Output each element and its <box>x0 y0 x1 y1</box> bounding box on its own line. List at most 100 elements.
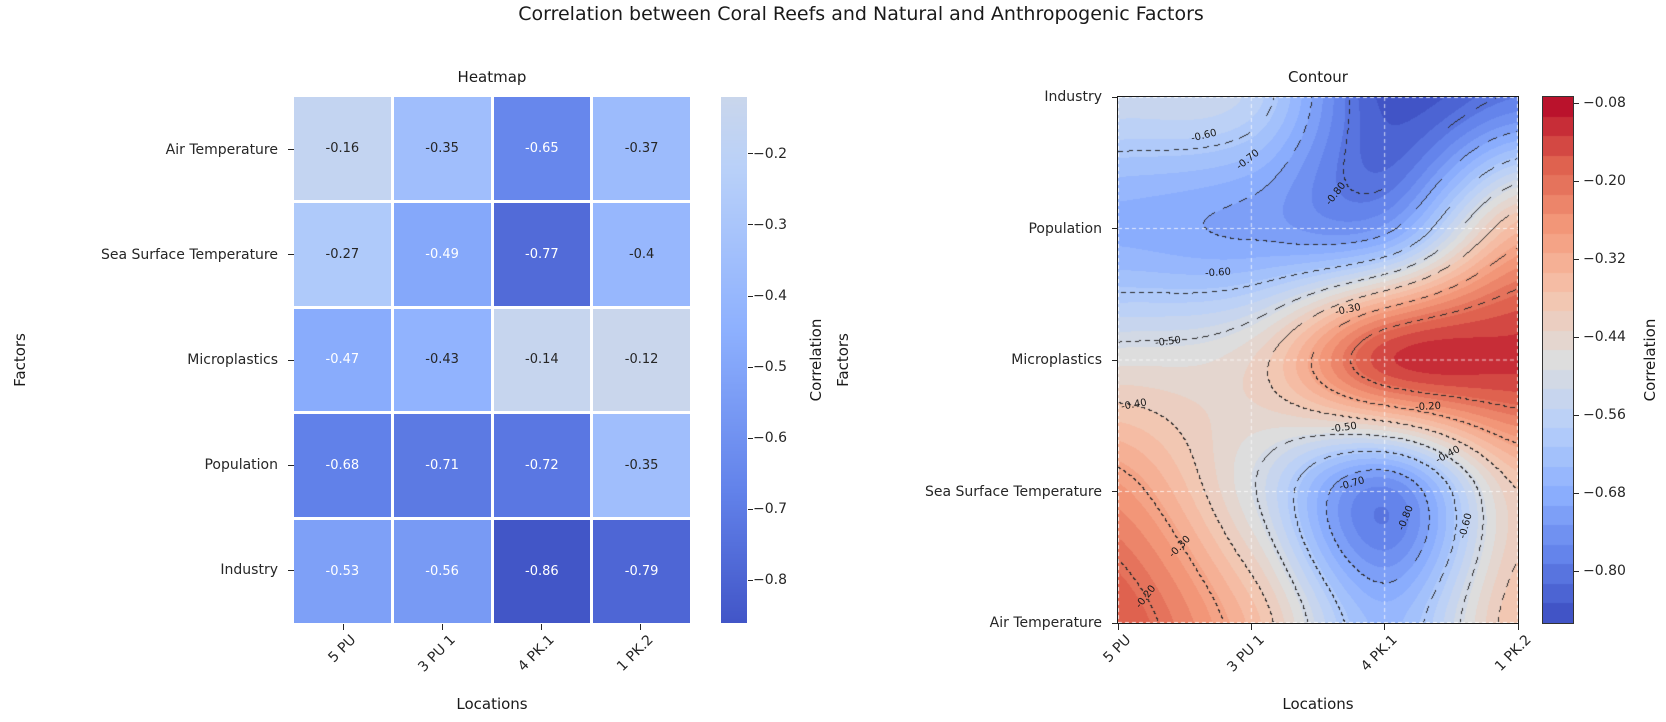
contour-ytick-mark <box>1112 96 1118 98</box>
heatmap-colorbar-tick-mark <box>748 366 753 368</box>
heatmap-cell: -0.65 <box>493 97 591 200</box>
contour-colorbar-tick-label: −0.56 <box>1583 407 1626 424</box>
heatmap-colorbar-tick-mark <box>748 579 753 581</box>
contour-ytick-mark <box>1112 228 1118 229</box>
heatmap-xtick-mark <box>343 624 344 630</box>
contour-xtick-label: 3 PU 1 <box>1224 632 1268 676</box>
heatmap-cell: -0.27 <box>294 202 391 306</box>
heatmap-xtick-label: 4 PK.1 <box>515 632 558 675</box>
heatmap-colorbar-tick-label: −0.3 <box>753 216 787 233</box>
heatmap-xtick-mark <box>442 624 443 630</box>
heatmap-cell: -0.72 <box>493 414 591 518</box>
heatmap-ytick-mark <box>288 569 294 571</box>
heatmap-cell: -0.68 <box>294 414 391 518</box>
heatmap-xtick-label: 5 PU <box>325 632 360 666</box>
contour-colorbar-tick-label: −0.32 <box>1583 251 1626 268</box>
heatmap-cell-value: -0.12 <box>624 352 659 368</box>
contour-ytick-mark <box>1112 491 1118 492</box>
contour-xtick-mark <box>1250 624 1252 630</box>
heatmap-colorbar-label: Correlation <box>807 318 825 402</box>
heatmap-cell-value: -0.72 <box>525 458 559 474</box>
heatmap-cell: -0.49 <box>393 202 491 306</box>
contour-xtick-mark <box>1117 624 1119 630</box>
contour-xtick-mark <box>1384 624 1386 630</box>
heatmap-xtick-label: 3 PU 1 <box>415 632 459 676</box>
contour-xtick-label: 4 PK.1 <box>1358 632 1401 675</box>
contour-ytick: Population <box>1028 220 1102 237</box>
heatmap-cell-value: -0.4 <box>628 246 655 262</box>
contour-line-label: -0.60 <box>1204 266 1232 280</box>
contour-colorbar-tick-mark <box>1574 414 1579 416</box>
heatmap-cell-value: -0.65 <box>525 140 559 156</box>
contour-colorbar-tick-mark <box>1574 492 1579 494</box>
heatmap-cell-value: -0.43 <box>425 352 459 368</box>
heatmap-cell-value: -0.77 <box>525 246 559 262</box>
contour-ytick-mark <box>1112 622 1118 624</box>
heatmap-cell-value: -0.68 <box>325 458 360 474</box>
heatmap-xtick-label: 1 PK.2 <box>614 632 657 675</box>
contour-colorbar-tick-mark <box>1574 336 1579 338</box>
contour-xaxis-label: Locations <box>1282 695 1354 713</box>
contour-ytick-mark <box>1112 359 1118 361</box>
contour-colorbar-tick-label: −0.68 <box>1583 485 1626 502</box>
heatmap-colorbar-tick-mark <box>748 508 753 510</box>
heatmap-colorbar-tick-label: −0.2 <box>753 145 787 162</box>
contour-ytick: Microplastics <box>1011 352 1102 368</box>
heatmap-cell: -0.86 <box>493 520 591 623</box>
contour-colorbar-tick-label: −0.44 <box>1583 329 1626 346</box>
heatmap-cell: -0.43 <box>393 308 491 412</box>
heatmap-cell-value: -0.49 <box>425 246 459 262</box>
heatmap-cell-value: -0.71 <box>425 458 459 474</box>
contour-ytick: Air Temperature <box>989 615 1102 631</box>
heatmap-cell-value: -0.35 <box>425 140 459 156</box>
heatmap-ytick: Air Temperature <box>165 141 278 158</box>
heatmap-cell: -0.56 <box>393 520 491 623</box>
heatmap-cell: -0.35 <box>593 414 690 518</box>
contour-colorbar-tick-mark <box>1574 102 1579 104</box>
heatmap-cell: -0.71 <box>393 414 491 518</box>
heatmap-cell: -0.12 <box>593 308 690 412</box>
contour-colorbar <box>1542 96 1574 624</box>
contour-colorbar-tick-mark <box>1574 180 1579 182</box>
heatmap-colorbar-tick-label: −0.4 <box>753 288 787 305</box>
heatmap-cell-value: -0.14 <box>525 352 559 368</box>
contour-xtick-mark <box>1517 624 1519 630</box>
heatmap-colorbar <box>721 97 747 623</box>
heatmap-colorbar-tick-label: −0.7 <box>753 501 787 518</box>
heatmap-cell-value: -0.56 <box>425 564 459 580</box>
heatmap-ytick-mark <box>288 464 294 466</box>
figure-title: Correlation between Coral Reefs and Natu… <box>518 3 1204 25</box>
heatmap-ytick: Sea Surface Temperature <box>101 246 278 263</box>
contour-colorbar-label: Correlation <box>1641 318 1659 402</box>
contour-colorbar-tick-label: −0.20 <box>1583 173 1626 190</box>
heatmap-cell: -0.16 <box>294 97 391 200</box>
heatmap-cell-value: -0.53 <box>325 564 360 580</box>
heatmap-colorbar-tick-label: −0.8 <box>753 572 787 589</box>
heatmap-cell: -0.4 <box>593 202 690 306</box>
heatmap-colorbar-tick-mark <box>748 224 753 226</box>
heatmap-colorbar-tick-label: −0.5 <box>753 359 787 376</box>
contour-colorbar-tick-label: −0.80 <box>1583 563 1626 580</box>
heatmap-colorbar-tick-mark <box>748 437 753 439</box>
contour-ytick: Industry <box>1044 89 1102 105</box>
contour-plot-canvas <box>1117 96 1519 624</box>
heatmap-cell-value: -0.79 <box>624 564 659 580</box>
heatmap-colorbar-tick-mark <box>748 153 753 155</box>
contour-xtick-label: 1 PK.2 <box>1491 632 1535 675</box>
heatmap-ytick: Industry <box>220 562 278 579</box>
heatmap-cell: -0.77 <box>493 202 591 306</box>
heatmap-title: Heatmap <box>457 68 527 86</box>
heatmap-ytick-mark <box>288 149 294 151</box>
contour-title: Contour <box>1288 68 1348 86</box>
heatmap-cell: -0.14 <box>493 308 591 412</box>
heatmap-cell: -0.47 <box>294 308 391 412</box>
heatmap-xtick-mark <box>640 624 641 630</box>
heatmap-ytick-mark <box>288 359 294 361</box>
heatmap-cell: -0.53 <box>294 520 391 623</box>
heatmap-xaxis-label: Locations <box>456 695 528 713</box>
contour-ytick: Sea Surface Temperature <box>925 483 1102 500</box>
heatmap-cell: -0.79 <box>593 520 690 623</box>
heatmap-ytick: Microplastics <box>187 352 278 368</box>
heatmap-cell-value: -0.86 <box>525 564 559 580</box>
heatmap-colorbar-tick-mark <box>748 295 753 297</box>
